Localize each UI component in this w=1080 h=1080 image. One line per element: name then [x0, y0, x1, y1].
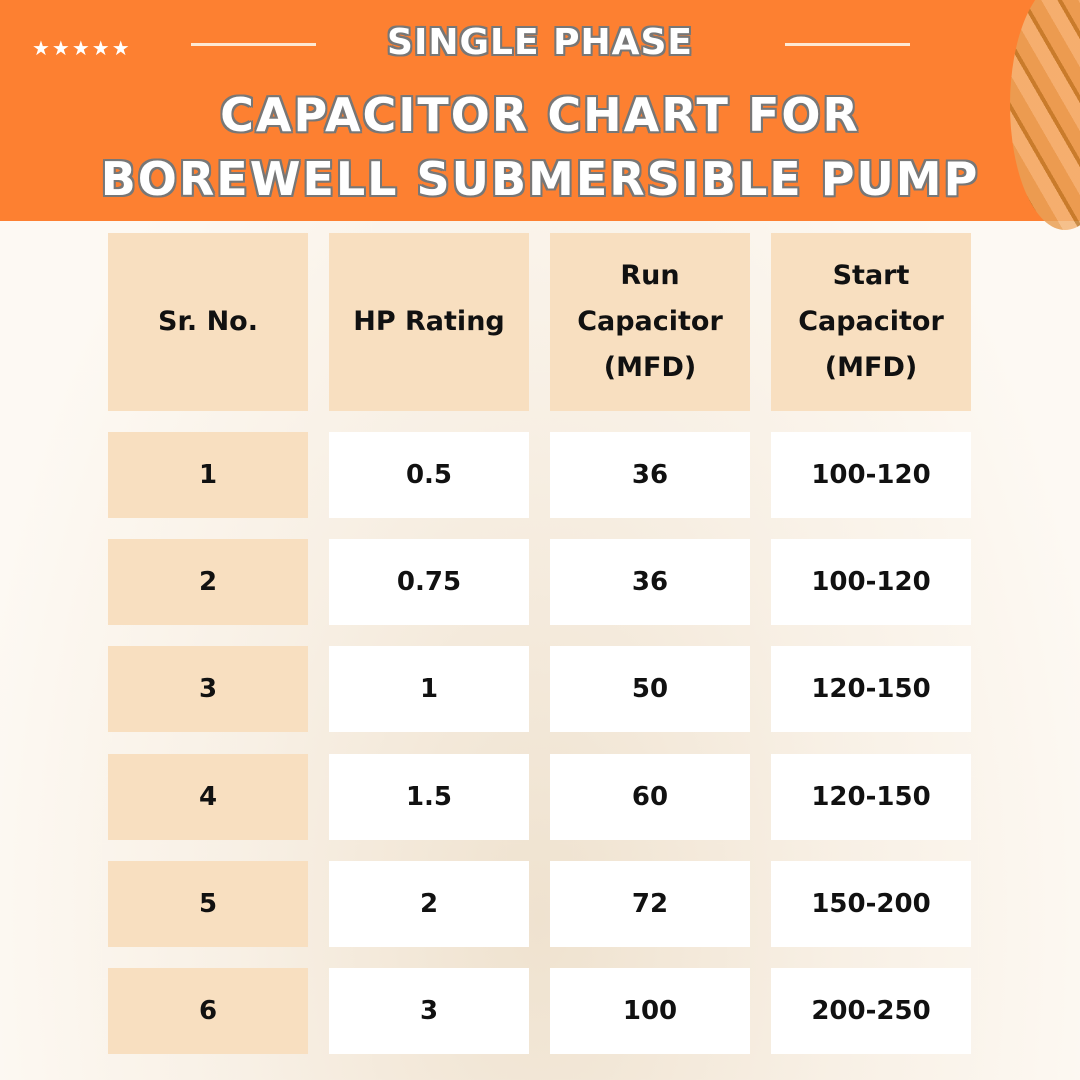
- title-line-1: CAPACITOR CHART FOR: [220, 88, 860, 142]
- column-header: Sr. No.: [108, 233, 308, 411]
- table-cell: 120-150: [771, 753, 971, 840]
- title-line-2: BOREWELL SUBMERSIBLE PUMP: [100, 152, 980, 206]
- table-cell: 1.5: [329, 753, 529, 840]
- table-cell: 50: [550, 646, 750, 733]
- subtitle: SINGLE PHASE: [387, 22, 693, 63]
- table-cell: 6: [108, 968, 308, 1054]
- table-cell: 0.5: [329, 432, 529, 518]
- table-cell: 2: [108, 539, 308, 626]
- table-cell: 100: [550, 968, 750, 1054]
- table-cell: 100-120: [771, 539, 971, 626]
- table-cell: 200-250: [771, 968, 971, 1054]
- column-header: Run Capacitor (MFD): [550, 233, 750, 411]
- table-cell: 2: [329, 860, 529, 947]
- table-cell: 0.75: [329, 539, 529, 626]
- divider-line-left: [191, 43, 316, 46]
- column-header: HP Rating: [329, 233, 529, 411]
- table-cell: 36: [550, 432, 750, 518]
- divider-line-right: [785, 43, 910, 46]
- table-cell: 60: [550, 753, 750, 840]
- column-header: Start Capacitor (MFD): [771, 233, 971, 411]
- table-cell: 36: [550, 539, 750, 626]
- five-star-icon: ★★★★★: [32, 36, 132, 60]
- header-banner: ★★★★★ SINGLE PHASE CAPACITOR CHART FOR B…: [0, 0, 1080, 230]
- table-cell: 72: [550, 860, 750, 947]
- table-cell: 150-200: [771, 860, 971, 947]
- table-cell: 5: [108, 860, 308, 947]
- table-cell: 1: [108, 432, 308, 518]
- table-cell: 4: [108, 753, 308, 840]
- table-cell: 3: [108, 646, 308, 733]
- table-cell: 120-150: [771, 646, 971, 733]
- table-cell: 100-120: [771, 432, 971, 518]
- table-cell: 3: [329, 968, 529, 1054]
- table-cell: 1: [329, 646, 529, 733]
